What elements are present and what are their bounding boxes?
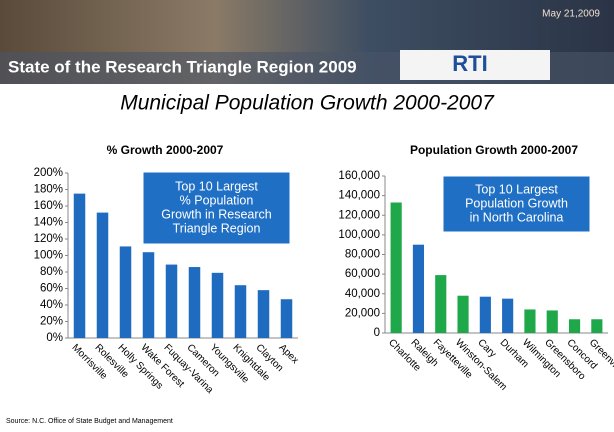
y-tick-label: 20% bbox=[40, 316, 63, 328]
slide-title: Municipal Population Growth 2000-2007 bbox=[120, 92, 495, 115]
bar bbox=[165, 264, 178, 338]
y-tick-label: 100,000 bbox=[338, 229, 380, 241]
logo: RTI bbox=[452, 51, 487, 76]
bar bbox=[457, 295, 469, 333]
annotation-text: in North Carolina bbox=[470, 210, 564, 224]
bar bbox=[390, 202, 402, 333]
logo-box bbox=[400, 50, 550, 80]
bar bbox=[73, 193, 86, 338]
y-tick-label: 80% bbox=[40, 266, 63, 278]
bar bbox=[119, 246, 132, 338]
y-tick-label: 0% bbox=[46, 332, 63, 344]
y-tick-label: 60% bbox=[40, 283, 63, 295]
annotation-text: Top 10 Largest bbox=[475, 182, 558, 196]
y-tick-label: 140,000 bbox=[338, 190, 380, 202]
annotation-text: Population Growth bbox=[465, 196, 568, 210]
banner-title: State of the Research Triangle Region 20… bbox=[8, 57, 357, 76]
annotation-text: Top 10 Largest bbox=[175, 179, 258, 193]
bar bbox=[479, 296, 491, 333]
annotation-text: % Population bbox=[180, 193, 254, 207]
y-tick-label: 0 bbox=[374, 327, 380, 339]
bar bbox=[96, 212, 109, 338]
y-tick-label: 120% bbox=[34, 233, 63, 245]
y-tick-label: 20,000 bbox=[345, 307, 380, 319]
y-tick-label: 160% bbox=[34, 200, 63, 212]
y-tick-label: 100% bbox=[34, 250, 63, 262]
bar bbox=[591, 319, 603, 333]
y-tick-label: 60,000 bbox=[345, 268, 380, 280]
bar bbox=[188, 267, 201, 338]
chart-title: % Growth 2000-2007 bbox=[107, 143, 224, 157]
y-tick-label: 160,000 bbox=[338, 170, 380, 182]
bar bbox=[234, 285, 247, 338]
y-tick-label: 80,000 bbox=[345, 249, 380, 261]
annotation-text: Growth in Research bbox=[161, 207, 272, 221]
y-tick-label: 40,000 bbox=[345, 288, 380, 300]
bar bbox=[524, 309, 536, 333]
annotation-text: Triangle Region bbox=[173, 221, 261, 235]
bar bbox=[435, 275, 447, 333]
y-tick-label: 180% bbox=[34, 184, 63, 196]
bar bbox=[257, 290, 270, 338]
bar bbox=[568, 319, 581, 333]
y-tick-label: 200% bbox=[34, 167, 63, 179]
bar bbox=[412, 244, 425, 333]
annotation-box bbox=[142, 171, 291, 245]
y-tick-label: 40% bbox=[40, 299, 63, 311]
bar bbox=[502, 298, 514, 333]
y-tick-label: 140% bbox=[34, 217, 63, 229]
y-tick-label: 120,000 bbox=[338, 209, 380, 221]
bar bbox=[211, 272, 224, 338]
chart-title: Population Growth 2000-2007 bbox=[410, 143, 578, 157]
annotation-box bbox=[442, 175, 591, 233]
bar bbox=[546, 310, 558, 333]
source: Source: N.C. Office of State Budget and … bbox=[6, 418, 173, 425]
bar bbox=[142, 252, 155, 338]
banner-date: May 21,2009 bbox=[542, 9, 600, 20]
bar bbox=[280, 299, 293, 338]
